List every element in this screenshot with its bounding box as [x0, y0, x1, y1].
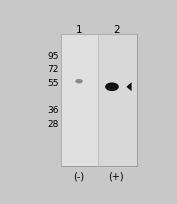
Ellipse shape: [105, 83, 119, 92]
Text: (+): (+): [108, 171, 124, 181]
Text: (-): (-): [73, 171, 85, 181]
Text: 55: 55: [47, 79, 58, 88]
Bar: [61, 35, 98, 167]
Text: 1: 1: [76, 25, 82, 35]
Polygon shape: [126, 83, 132, 92]
Text: 72: 72: [47, 65, 58, 74]
Bar: [98, 35, 137, 167]
Text: 95: 95: [47, 51, 58, 60]
Bar: [61, 35, 137, 167]
Text: 28: 28: [47, 120, 58, 129]
Text: 2: 2: [113, 25, 119, 35]
Ellipse shape: [75, 80, 83, 84]
Text: 36: 36: [47, 106, 58, 115]
